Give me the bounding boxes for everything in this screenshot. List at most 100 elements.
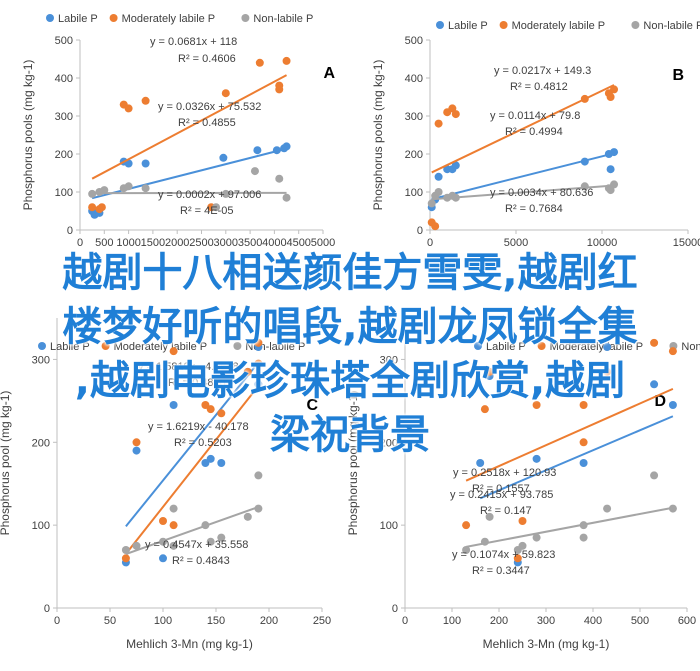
panel-c: 0 50 100 150 200 250 0 100 200 300 Phosphorus pool…: [0, 318, 331, 651]
data-point: [282, 56, 291, 65]
data-point: [253, 146, 262, 155]
data-point: [255, 58, 264, 67]
legend-label: Moderately labile P: [122, 13, 216, 25]
trendline-equation: y = 1.5819x - 4.2568: [138, 361, 239, 373]
data-point: [603, 343, 612, 351]
data-point: [451, 193, 460, 202]
data-point: [668, 504, 677, 513]
x-tick-label: 100: [443, 615, 461, 627]
data-point: [169, 541, 178, 550]
data-point: [513, 554, 522, 563]
x-tick-label: 200: [490, 615, 508, 627]
trendline-r2: R² = 0.1557: [472, 483, 530, 495]
trendline-r2: R² = 4E-05: [180, 205, 234, 217]
data-point: [579, 438, 588, 447]
legend-marker: [38, 342, 46, 350]
y-tick-label: 0: [417, 225, 423, 237]
x-tick-label: 100: [154, 615, 172, 627]
trendline-equation: y = 1.6219x - 40.178: [148, 421, 249, 433]
trendline-equation: y = 0.4547x + 35.558: [145, 539, 248, 551]
data-point: [121, 546, 130, 554]
legend-label: Labile P: [448, 20, 488, 32]
overlay-line-4: 梁祝背景: [270, 412, 430, 458]
trendline-equation: y = 0.0326x + 75.532: [158, 101, 261, 113]
data-point: [206, 537, 215, 546]
data-point: [124, 182, 133, 191]
data-point: [132, 541, 141, 550]
data-point: [169, 521, 178, 530]
data-point: [485, 512, 494, 521]
data-point: [427, 199, 436, 208]
legend-marker: [101, 342, 110, 350]
data-point: [610, 180, 619, 189]
y-tick-label: 300: [405, 111, 423, 123]
x-tick-label: 400: [584, 615, 602, 627]
panel-letter: B: [672, 67, 684, 84]
data-point: [124, 104, 133, 113]
x-tick-label: 50: [104, 615, 116, 627]
data-point: [250, 167, 259, 176]
y-axis-label: Phosphorus pool (mg kg-1): [346, 391, 360, 536]
data-point: [606, 93, 615, 101]
trendline-r2: R² = 0.7684: [505, 203, 563, 215]
legend-label: Non-labile P: [681, 341, 700, 353]
data-point: [282, 193, 291, 202]
panel-letter: D: [654, 393, 666, 410]
trendline: [125, 506, 259, 555]
data-point: [606, 165, 615, 174]
data-point: [603, 504, 612, 513]
data-point: [124, 159, 133, 168]
data-point: [243, 367, 252, 376]
data-point: [169, 347, 178, 356]
trendline: [465, 387, 674, 482]
data-point: [254, 504, 263, 513]
data-point: [434, 172, 443, 181]
data-point: [518, 517, 527, 525]
data-point: [532, 401, 541, 409]
y-tick-label: 300: [55, 111, 73, 123]
data-point: [132, 438, 141, 447]
y-tick-label: 500: [405, 35, 423, 47]
data-point: [579, 533, 588, 542]
data-point: [462, 521, 471, 530]
x-tick-label: 4500: [286, 237, 310, 249]
data-point: [451, 161, 460, 170]
x-tick-label: 150: [207, 615, 225, 627]
trendline-equation: y = 0.0114x + 79.8: [490, 110, 580, 122]
data-point: [579, 459, 588, 467]
x-tick-label: 200: [260, 615, 278, 627]
data-point: [212, 203, 221, 212]
data-point: [201, 521, 210, 530]
data-point: [206, 454, 215, 463]
x-tick-label: 5000: [504, 237, 528, 249]
trendline-r2: R² = 0.4606: [178, 53, 236, 65]
data-point: [480, 537, 489, 546]
trendline-r2: R² = 0.3447: [472, 565, 530, 577]
legend-label: Labile P: [50, 341, 90, 353]
y-axis-label: Phosphorus pool (mg kg-1): [0, 391, 12, 536]
data-point: [282, 142, 291, 151]
legend-marker: [241, 14, 250, 22]
legend-marker: [474, 342, 482, 350]
data-point: [217, 409, 226, 418]
data-point: [650, 380, 659, 389]
legend-label: Moderately labile P: [114, 341, 208, 353]
data-point: [579, 521, 588, 530]
data-point: [219, 153, 228, 162]
x-tick-label: 2500: [189, 237, 213, 249]
x-tick-label: 1500: [141, 237, 165, 249]
trendline-r2: R² = 0.5203: [174, 437, 232, 449]
x-tick-label: 5000: [311, 237, 335, 249]
data-point: [580, 157, 589, 166]
data-point: [254, 338, 263, 347]
data-point: [159, 537, 167, 546]
data-point: [580, 94, 589, 103]
data-point: [254, 471, 263, 480]
data-point: [243, 512, 252, 521]
panel-letter: A: [323, 65, 335, 82]
legend-label: Non-labile P: [253, 13, 313, 25]
data-point: [650, 338, 659, 347]
data-point: [610, 85, 619, 94]
legend-marker: [109, 14, 118, 22]
